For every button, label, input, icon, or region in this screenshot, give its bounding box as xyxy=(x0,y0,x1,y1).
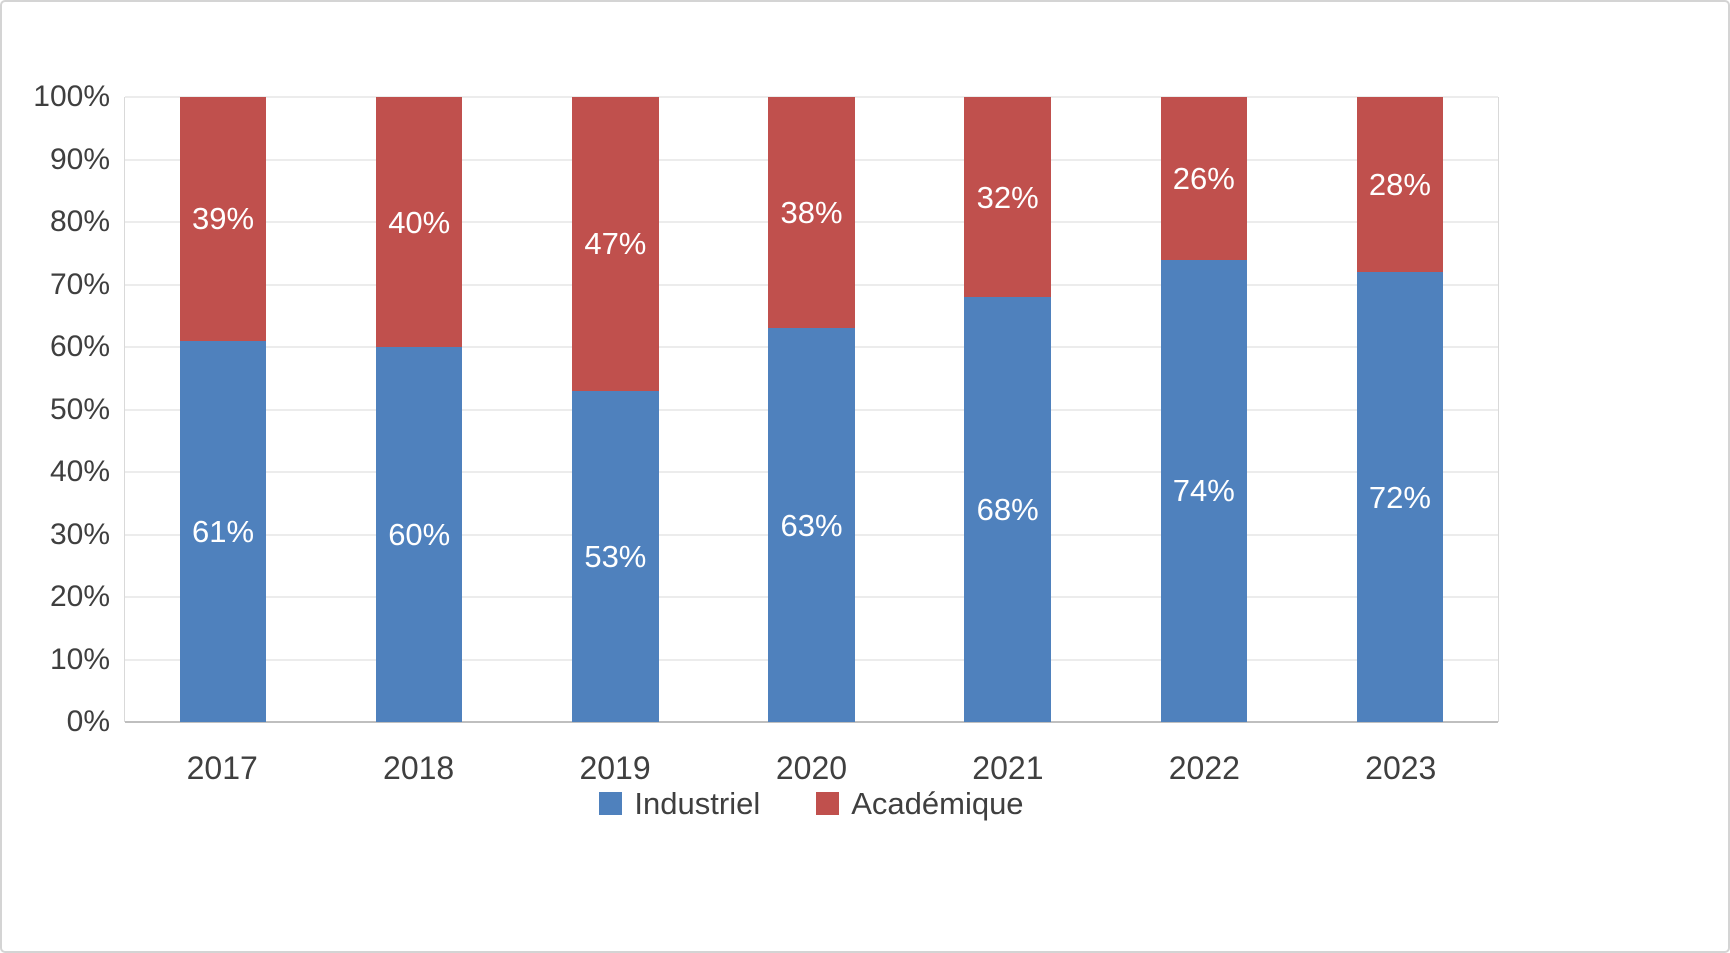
segment-academique-2017[interactable]: 39% xyxy=(179,97,267,341)
x-tick-label-2017: 2017 xyxy=(186,750,258,786)
bar-slot-2021: 32% 68% xyxy=(910,97,1106,722)
y-tick-label: 0% xyxy=(66,705,110,738)
bar-slot-2018: 40% 60% xyxy=(321,97,517,722)
data-label: 60% xyxy=(388,517,451,552)
y-tick-label: 100% xyxy=(33,80,110,113)
data-label: 53% xyxy=(584,538,647,574)
legend-label: Académique xyxy=(851,786,1024,821)
stacked-bar-2021[interactable]: 32% 68% xyxy=(964,97,1051,722)
data-label: 28% xyxy=(1368,167,1431,202)
segment-academique-2019[interactable]: 47% xyxy=(572,97,659,391)
segment-industriel-2019[interactable]: 53% xyxy=(572,390,659,722)
x-tick-label-2023: 2023 xyxy=(1365,750,1437,786)
segment-industriel-2022[interactable]: 74% xyxy=(1160,259,1247,722)
x-tick-label-2018: 2018 xyxy=(383,750,455,786)
segment-industriel-2018[interactable]: 60% xyxy=(376,347,463,722)
segment-industriel-2021[interactable]: 68% xyxy=(964,297,1051,722)
stacked-bar-2017[interactable]: 39% 61% xyxy=(179,97,267,722)
x-tick-label-2020: 2020 xyxy=(775,750,848,786)
legend-item-académique[interactable]: Académique xyxy=(816,786,1024,821)
segment-academique-2021[interactable]: 32% xyxy=(964,97,1051,297)
x-axis-line xyxy=(125,721,1498,723)
data-label: 32% xyxy=(976,179,1039,215)
y-tick-label: 50% xyxy=(49,392,110,426)
y-tick-label: 20% xyxy=(49,580,110,613)
legend-item-industriel[interactable]: Industriel xyxy=(599,788,760,819)
data-label: 47% xyxy=(584,226,647,262)
legend-swatch-icon xyxy=(816,792,840,815)
data-label: 61% xyxy=(192,513,255,549)
y-tick-label: 30% xyxy=(49,517,110,551)
x-tick-label-2021: 2021 xyxy=(972,750,1044,786)
stacked-bar-2022[interactable]: 26% 74% xyxy=(1160,97,1247,722)
x-axis: 2017 2018 2019 2020 2021 2022 2023 xyxy=(124,750,1499,787)
data-label: 40% xyxy=(388,204,451,240)
plot-area: 39% 61% 40% 60% 47% 53% 38% 63% 32% 68% 26% 74% 28% 7… xyxy=(124,96,1499,723)
bar-slot-2020: 38% 63% xyxy=(713,97,909,722)
x-tick-label-2022: 2022 xyxy=(1168,750,1240,786)
data-label: 68% xyxy=(976,492,1039,527)
segment-industriel-2020[interactable]: 63% xyxy=(768,328,855,722)
y-tick-label: 90% xyxy=(49,142,110,176)
y-axis: 0% 10% 20% 30% 40% 50% 60% 70% 80% 90% 100% xyxy=(2,82,110,737)
data-label: 26% xyxy=(1172,160,1235,196)
bar-slot-2017: 39% 61% xyxy=(125,97,321,722)
segment-academique-2022[interactable]: 26% xyxy=(1160,97,1247,260)
segment-industriel-2017[interactable]: 61% xyxy=(179,340,267,722)
stacked-bar-2020[interactable]: 38% 63% xyxy=(768,97,855,722)
y-tick-label: 60% xyxy=(49,330,110,363)
segment-academique-2023[interactable]: 28% xyxy=(1356,97,1444,272)
data-label: 72% xyxy=(1368,479,1431,515)
stacked-bar-2018[interactable]: 40% 60% xyxy=(376,97,463,722)
y-tick-label: 70% xyxy=(49,267,110,301)
bar-slot-2023: 28% 72% xyxy=(1302,97,1498,722)
x-tick-label-2019: 2019 xyxy=(579,750,651,786)
data-label: 63% xyxy=(780,507,843,543)
stacked-bar-2019[interactable]: 47% 53% xyxy=(572,97,659,722)
segment-industriel-2023[interactable]: 72% xyxy=(1356,272,1444,722)
stacked-bar-2023[interactable]: 28% 72% xyxy=(1356,97,1444,722)
legend-label: Industriel xyxy=(634,786,761,821)
y-tick-label: 40% xyxy=(49,455,110,488)
legend-swatch-icon xyxy=(599,792,623,815)
data-label: 39% xyxy=(192,201,255,237)
bars-layer: 39% 61% 40% 60% 47% 53% 38% 63% 32% 68% 26% 74% 28% 7… xyxy=(125,97,1498,722)
segment-academique-2020[interactable]: 38% xyxy=(768,97,855,329)
bar-slot-2022: 26% 74% xyxy=(1106,97,1302,722)
data-label: 74% xyxy=(1172,473,1235,509)
segment-academique-2018[interactable]: 40% xyxy=(376,97,463,347)
data-label: 38% xyxy=(780,195,843,231)
y-tick-label: 80% xyxy=(49,205,110,238)
y-tick-label: 10% xyxy=(49,642,110,676)
legend: Industriel Académique xyxy=(124,788,1499,819)
bar-slot-2019: 47% 53% xyxy=(517,97,713,722)
